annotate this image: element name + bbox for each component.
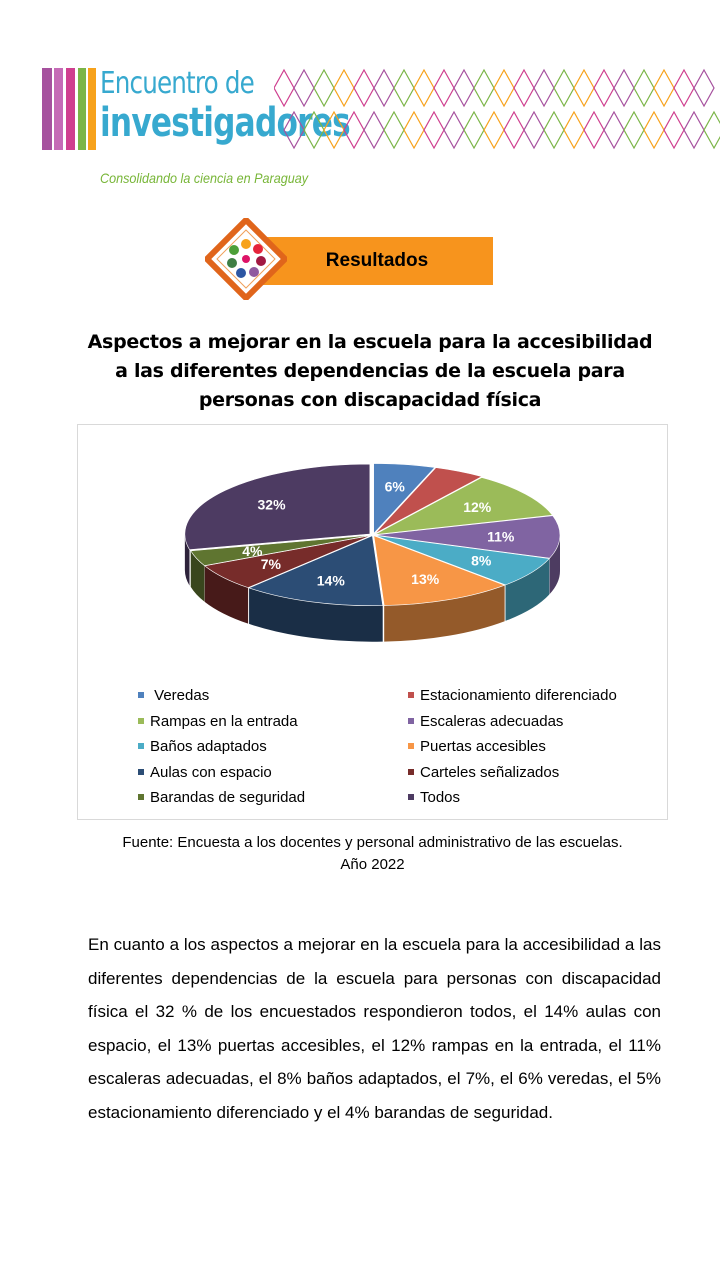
pie-slice-ba-os-adaptados (374, 535, 550, 586)
logo-title-line1: Encuentro de (100, 66, 255, 101)
legend-item: Puertas accesibles (408, 738, 668, 755)
legend-label: Aulas con espacio (150, 763, 272, 781)
source-line2: Año 2022 (340, 856, 405, 873)
data-label: 14% (317, 573, 346, 589)
legend-label: Baños adaptados (150, 738, 267, 755)
data-label: 6% (385, 479, 406, 495)
data-label: 4% (242, 543, 263, 559)
data-label: 8% (471, 553, 492, 569)
data-label: 11% (487, 528, 515, 544)
pie-slice-side (384, 585, 505, 642)
pie-slice-estacionamiento-diferenciado (374, 467, 483, 534)
logo-tagline: Consolidando la ciencia en Paraguay (100, 170, 309, 186)
legend-label: Rampas en la entrada (150, 712, 298, 730)
legend-item: Barandas de seguridad (138, 789, 398, 806)
pie-slice-escaleras-adecuadas (374, 515, 561, 559)
legend-label: Estacionamiento diferenciado (420, 687, 617, 704)
legend-swatch (408, 717, 414, 724)
legend-item: Aulas con espacio (138, 764, 398, 781)
legend-item: Carteles señalizados (408, 764, 668, 781)
source-line1: Fuente: Encuesta a los docentes y person… (122, 834, 623, 851)
pie-slice-puertas-accesibles (373, 535, 506, 606)
legend-label: Escaleras adecuadas (420, 712, 564, 730)
legend-swatch (138, 743, 144, 750)
legend-item: Todos (408, 789, 668, 806)
section-header: Resultados (205, 218, 495, 300)
legend-swatch (138, 692, 144, 699)
data-label: 12% (463, 499, 492, 515)
section-label: Resultados (325, 250, 429, 271)
section-bar: Resultados (261, 237, 493, 285)
legend-swatch (138, 768, 144, 775)
chart-area: 6% 12% 11% 8% 13% 14% 7% 4% 32% Veredas Estaciona… (77, 424, 668, 820)
pie-chart: 6% 12% 11% 8% 13% 14% 7%4% 32% (184, 463, 561, 642)
legend-label: Carteles señalizados (420, 763, 560, 781)
pie-slice-side (249, 587, 383, 642)
pie-slice-barandas-de-seguridad (190, 534, 372, 566)
pie-slice-side (505, 558, 550, 621)
pie-slice-veredas (373, 463, 436, 535)
legend-swatch (408, 768, 414, 775)
body-paragraph: En cuanto a los aspectos a mejorar en la… (88, 935, 661, 1122)
decorative-lattice-pattern (274, 68, 720, 150)
legend-label: Todos (420, 789, 461, 806)
legend-swatch (408, 743, 414, 750)
legend-swatch (408, 794, 414, 801)
data-label: 7% (261, 556, 282, 572)
pie-slice-side (184, 534, 190, 586)
data-label: 13% (411, 571, 440, 587)
pie-slice-aulas-con-espacio (248, 535, 384, 607)
ods-badge-icon (205, 218, 287, 300)
pie-slice-side (549, 535, 560, 595)
pie-slice-side (190, 550, 205, 602)
legend-swatch (138, 717, 144, 724)
legend-item: Veredas (138, 687, 398, 704)
roman-numeral-logo-icon (42, 68, 96, 150)
legend-item: Escaleras adecuadas (408, 713, 668, 730)
pie-slice-rampas-en-la-entrada (374, 477, 553, 535)
legend-swatch (408, 692, 414, 699)
pie-slice-side (204, 565, 249, 624)
pie-slice-todos (184, 463, 371, 550)
chart-title: Aspectos a mejorar en la escuela para la… (87, 331, 653, 411)
legend-item: Estacionamiento diferenciado (408, 687, 668, 704)
legend-item: Baños adaptados (138, 738, 398, 755)
data-label: 32% (258, 496, 287, 512)
legend-item: Rampas en la entrada (138, 713, 398, 730)
legend-label: Puertas accesibles (420, 738, 546, 755)
legend-label: Veredas (150, 687, 210, 704)
event-logo: Encuentro de investigadores Consolidando… (40, 62, 351, 202)
chart-source: Fuente: Encuesta a los docentes y person… (90, 832, 655, 876)
legend-swatch (138, 794, 144, 801)
legend-label: Barandas de seguridad (150, 789, 306, 806)
